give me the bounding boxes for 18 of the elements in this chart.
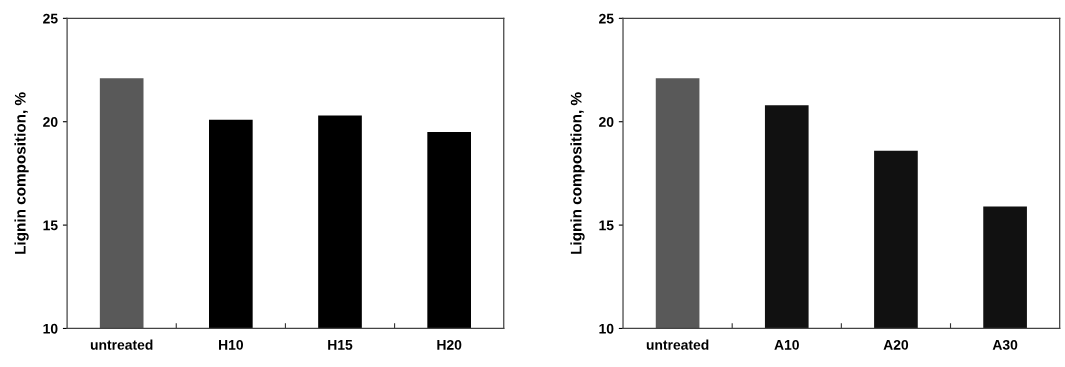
- y-tick-label: 15: [43, 220, 58, 231]
- y-axis-title: Lignin composition, %: [570, 92, 585, 254]
- y-tick-label: 20: [599, 117, 614, 127]
- y-tick-label: 20: [43, 117, 58, 127]
- y-tick-label: 10: [43, 323, 58, 334]
- x-tick-label: H20: [437, 339, 462, 350]
- x-tick-label: H15: [328, 340, 353, 350]
- x-tick-label: A20: [883, 339, 909, 350]
- y-tick-label: 25: [43, 13, 58, 24]
- y-axis-title: Lignin composition, %: [14, 92, 29, 254]
- x-tick-label: untreated: [646, 339, 709, 350]
- x-tick-label: H10: [219, 339, 244, 350]
- y-tick-label: 15: [599, 220, 614, 231]
- x-tick-label: A30: [992, 339, 1018, 350]
- x-tick-label: untreated: [90, 339, 153, 350]
- y-tick-label: 25: [599, 13, 614, 24]
- x-tick-label: A10: [774, 339, 799, 350]
- y-tick-label: 10: [599, 323, 614, 334]
